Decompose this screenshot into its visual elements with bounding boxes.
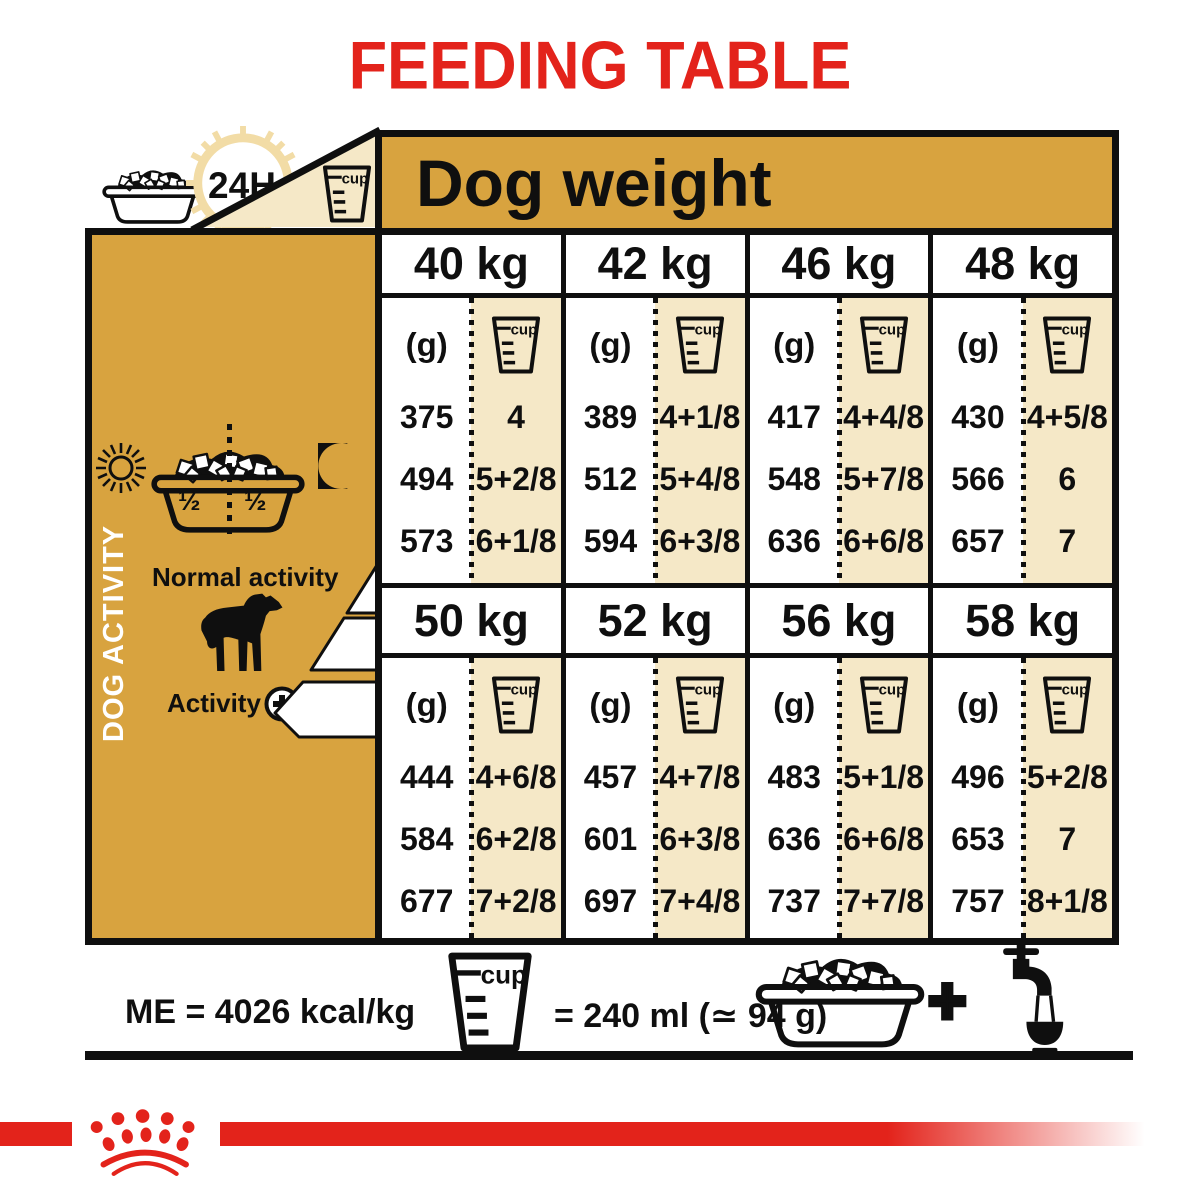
activity-label: Activity	[167, 688, 261, 718]
data-cell-52kg: (g) 457 601 697 4+7/8 6+3/8 7+4/8	[565, 658, 745, 938]
data-cell-42kg: (g) 389 512 594 4+1/8 5+4/8 6+3/8	[565, 298, 745, 583]
food-bowl-icon	[752, 955, 928, 1051]
activity-level-bars	[273, 555, 384, 739]
data-cell-40kg: (g) 375 494 573 4 5+2/8 6+1/8	[382, 298, 561, 583]
measuring-cup-icon	[673, 315, 727, 375]
cup-column-bg	[838, 658, 929, 938]
dog-weight-label: Dog weight	[416, 145, 772, 220]
data-cell-50kg: (g) 444 584 677 4+6/8 6+2/8 7+2/8	[382, 658, 561, 938]
measuring-cup-icon	[857, 675, 911, 735]
me-kcal-label: ME = 4026 kcal/kg	[125, 993, 416, 1031]
normal-activity-label: Normal activity	[152, 562, 339, 592]
weight-header-40kg: 40 kg	[382, 235, 561, 293]
cup-column-bg	[655, 658, 745, 938]
weight-header-56kg: 56 kg	[749, 588, 929, 653]
water-tap-icon	[978, 944, 1070, 1056]
weight-header-58kg: 58 kg	[933, 588, 1112, 653]
dotted-divider	[836, 298, 842, 583]
weight-header-50kg: 50 kg	[382, 588, 561, 653]
measuring-cup-icon	[1040, 315, 1094, 375]
dog-activity-sidebar	[85, 228, 375, 945]
weight-header-52kg: 52 kg	[565, 588, 745, 653]
half-right-label: ½	[244, 486, 267, 516]
measuring-cup-icon	[673, 675, 727, 735]
cup-column-bg	[655, 298, 745, 583]
dotted-divider	[653, 658, 659, 938]
sun-icon	[94, 441, 148, 495]
footer-divider-line	[85, 1051, 1133, 1060]
dotted-divider	[836, 658, 842, 938]
data-cell-48kg: (g) 430 566 657 4+5/8 6 7	[933, 298, 1112, 583]
measuring-cup-icon	[440, 950, 540, 1054]
feeding-data-grid: 40 kg 42 kg 46 kg 48 kg (g) 375 494 573 4 5+…	[375, 228, 1119, 945]
data-cell-58kg: (g) 496 653 757 5+2/8 7 8+1/8	[933, 658, 1112, 938]
measuring-cup-icon	[320, 164, 374, 224]
measuring-cup-icon	[1040, 675, 1094, 735]
weight-header-42kg: 42 kg	[565, 235, 745, 293]
cup-column-bg	[471, 298, 561, 583]
cup-column-bg	[838, 298, 929, 583]
cup-column-bg	[1022, 658, 1112, 938]
weight-header-46kg: 46 kg	[749, 235, 929, 293]
royal-canin-paw-logo	[78, 1096, 214, 1182]
weight-header-48kg: 48 kg	[933, 235, 1112, 293]
moon-icon	[318, 443, 354, 489]
bowl-split-dotted-line	[227, 424, 232, 534]
dog-weight-header: Dog weight	[375, 130, 1119, 228]
half-left-label: ½	[178, 486, 201, 516]
cup-column-bg	[471, 658, 561, 938]
dotted-divider	[653, 298, 659, 583]
dotted-divider	[1020, 298, 1026, 583]
page-title: FEEDING TABLE	[348, 28, 852, 104]
plus-icon: +	[926, 961, 969, 1040]
dog-activity-label: DOG ACTIVITY	[98, 524, 130, 742]
measuring-cup-icon	[489, 315, 543, 375]
data-cell-56kg: (g) 483 636 737 5+1/8 6+6/8 7+7/8	[749, 658, 929, 938]
data-cell-46kg: (g) 417 548 636 4+4/8 5+7/8 6+6/8	[749, 298, 929, 583]
dotted-divider	[469, 298, 475, 583]
cup-column-bg	[1022, 298, 1112, 583]
measuring-cup-icon	[489, 675, 543, 735]
measuring-cup-icon	[857, 315, 911, 375]
dotted-divider	[469, 658, 475, 938]
dotted-divider	[1020, 658, 1026, 938]
